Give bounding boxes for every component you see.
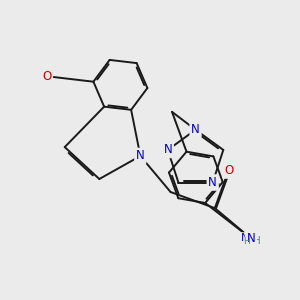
- Text: O: O: [6, 71, 8, 72]
- Text: N: N: [164, 143, 172, 156]
- Text: N: N: [136, 151, 145, 161]
- Text: N: N: [208, 176, 217, 189]
- Text: H: H: [243, 237, 250, 246]
- Text: H: H: [254, 236, 261, 246]
- Text: O: O: [224, 166, 233, 176]
- Text: N: N: [136, 149, 145, 163]
- Text: N: N: [241, 233, 249, 243]
- Text: O: O: [224, 164, 233, 177]
- Text: O: O: [42, 70, 51, 83]
- Text: N: N: [247, 232, 255, 245]
- Text: O: O: [42, 71, 51, 81]
- Text: O: O: [42, 71, 51, 81]
- Text: N: N: [191, 123, 200, 136]
